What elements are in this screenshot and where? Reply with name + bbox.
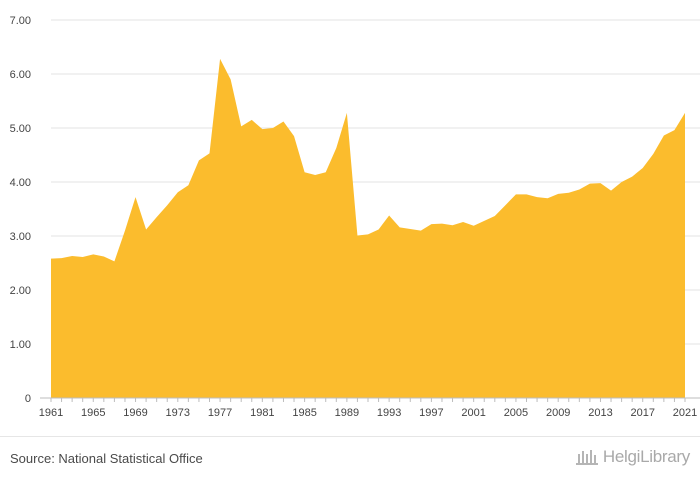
x-axis — [40, 397, 700, 402]
y-tick-label: 7.00 — [10, 15, 31, 27]
x-tick-label: 1965 — [81, 407, 105, 419]
x-tick-label: 1961 — [39, 407, 63, 419]
data-area — [51, 58, 685, 398]
x-tick-label: 2021 — [673, 407, 697, 419]
x-tick-label: 2005 — [504, 407, 528, 419]
x-tick-label: 2009 — [546, 407, 570, 419]
x-tick-label: 1973 — [166, 407, 190, 419]
y-tick-label: 6.00 — [10, 69, 31, 81]
x-tick-label: 1993 — [377, 407, 401, 419]
y-tick-label: 2.00 — [10, 285, 31, 297]
y-tick-label: 4.00 — [10, 177, 31, 189]
area-chart: 01.002.003.004.005.006.007.00 1961 1965 19… — [10, 15, 700, 419]
library-logo-icon — [575, 450, 598, 465]
x-tick-label: 2017 — [630, 407, 654, 419]
x-tick-label: 1981 — [250, 407, 274, 419]
x-tick-label: 1969 — [123, 407, 147, 419]
x-tick-label: 1985 — [292, 407, 316, 419]
footer: Source: National Statistical Office Helg… — [0, 436, 700, 484]
y-tick-label: 0 — [25, 393, 31, 405]
x-tick-label: 2001 — [461, 407, 485, 419]
y-tick-label: 3.00 — [10, 231, 31, 243]
x-tick-label: 1977 — [208, 407, 232, 419]
y-tick-label: 1.00 — [10, 339, 31, 351]
y-tick-label: 5.00 — [10, 123, 31, 135]
x-tick-label: 1989 — [335, 407, 359, 419]
brand-logo-link[interactable]: HelgiLibrary — [575, 447, 690, 467]
y-axis-labels: 0 1.00 2.00 3.00 4.00 5.00 6.00 7.00 — [10, 15, 31, 405]
x-tick-label: 2013 — [588, 407, 612, 419]
source-text: Source: National Statistical Office — [10, 451, 203, 466]
brand-name: HelgiLibrary — [602, 447, 690, 466]
x-axis-labels: 1961 1965 1969 1973 1977 1981 1985 1989 1993 1997… — [39, 407, 697, 419]
x-tick-label: 1997 — [419, 407, 443, 419]
